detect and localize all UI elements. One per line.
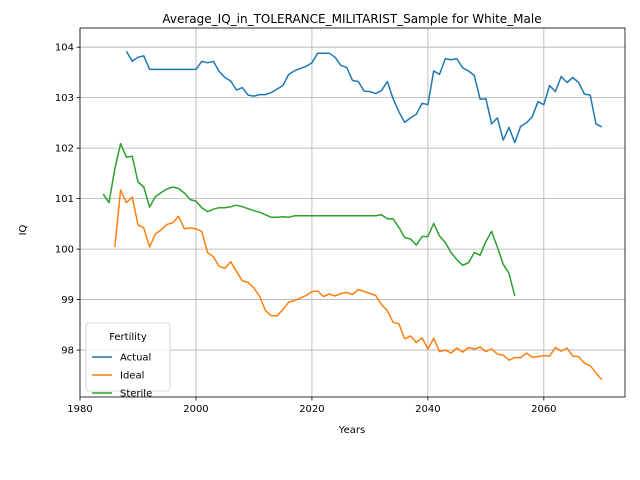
series-line-ideal: [114, 189, 603, 381]
x-axis-ticks: 1980 2000 2020 2040 2060: [67, 397, 557, 415]
legend-label-sterile: Sterile: [120, 389, 152, 400]
x-axis-label: Years: [338, 425, 365, 436]
y-tick-label: 99: [61, 295, 74, 306]
x-tick-label: 2040: [415, 404, 440, 415]
x-tick-label: 1980: [67, 404, 92, 415]
y-axis-label: IQ: [18, 224, 29, 235]
x-tick-label: 2000: [183, 404, 208, 415]
chart-title: Average_IQ_in_TOLERANCE_MILITARIST_Sampl…: [162, 12, 541, 26]
x-tick-label: 2060: [531, 404, 556, 415]
y-tick-label: 102: [55, 144, 74, 155]
x-tick-label: 2020: [299, 404, 324, 415]
legend-box: [85, 322, 171, 392]
y-axis-ticks: 98 99 100 101 102 103 104: [55, 43, 80, 357]
series-line-sterile: [102, 142, 516, 297]
legend: Fertility Actual Ideal Sterile: [85, 322, 171, 400]
y-tick-label: 103: [55, 93, 74, 104]
grid-lines: [79, 28, 625, 397]
legend-title: Fertility: [109, 332, 147, 343]
series-line-actual: [125, 50, 603, 144]
legend-label-actual: Actual: [120, 353, 151, 364]
y-tick-label: 98: [61, 346, 74, 357]
y-tick-label: 101: [55, 194, 74, 205]
series-lines: [102, 50, 603, 381]
legend-label-ideal: Ideal: [120, 371, 144, 382]
y-tick-label: 104: [55, 43, 74, 54]
y-tick-label: 100: [55, 245, 74, 256]
plot-frame: [79, 27, 626, 398]
